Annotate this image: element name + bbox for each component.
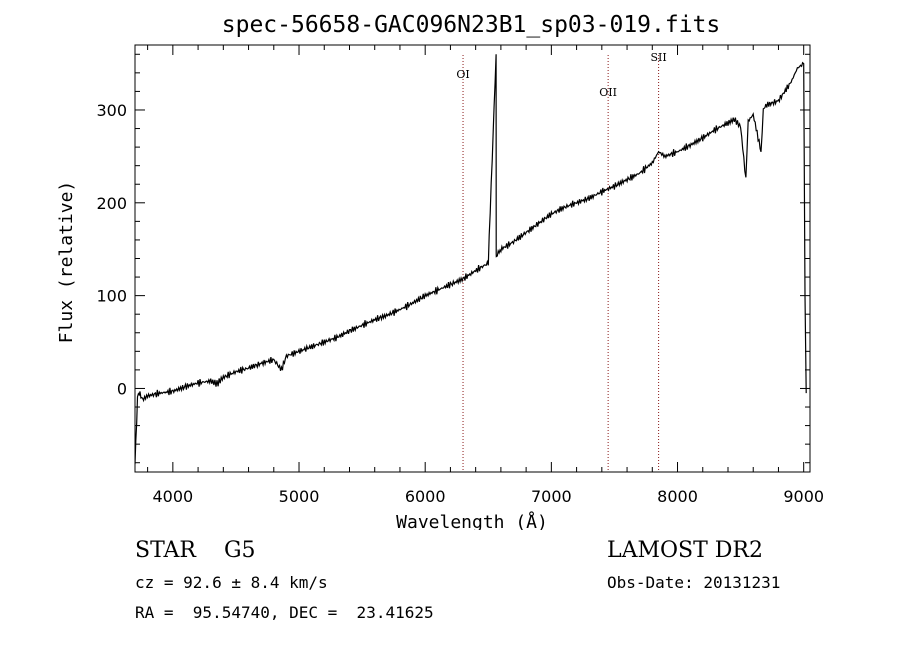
y-tick-label: 200 <box>96 194 127 213</box>
axis-ticks <box>135 45 810 472</box>
y-tick-label: 0 <box>117 379 127 398</box>
plot-frame <box>134 44 811 473</box>
line-label-oii: OII <box>599 86 617 99</box>
line-label-sii: SII <box>650 51 666 64</box>
x-tick-label: 6000 <box>405 487 446 506</box>
tick-labels: 4000 5000 6000 7000 8000 9000 0 100 200 300 <box>96 101 824 506</box>
x-tick-label: 7000 <box>531 487 572 506</box>
y-axis-label: Flux (relative) <box>56 181 77 344</box>
x-axis-label: Wavelength (Å) <box>396 511 548 530</box>
line-markers: OI OII SII <box>456 51 667 472</box>
series-group <box>135 54 807 465</box>
y-tick-label: 100 <box>96 287 127 306</box>
coordinates: RA = 95.54740, DEC = 23.41625 <box>135 603 434 622</box>
observation-date: Obs-Date: 20131231 <box>607 573 781 592</box>
line-label-oi: OI <box>456 68 469 81</box>
survey-name: LAMOST DR2 <box>607 538 763 563</box>
x-tick-label: 8000 <box>657 487 698 506</box>
redshift-velocity: cz = 92.6 ± 8.4 km/s <box>135 573 328 592</box>
x-tick-label: 4000 <box>152 487 193 506</box>
y-tick-label: 300 <box>96 101 127 120</box>
spectral-class: STAR G5 <box>135 538 256 563</box>
chart-title: spec-56658-GAC096N23B1_sp03-019.fits <box>222 12 721 38</box>
spectrum-line <box>135 54 807 465</box>
spectrum-chart: spec-56658-GAC096N23B1_sp03-019.fits OIO… <box>56 12 824 530</box>
x-tick-label: 9000 <box>783 487 824 506</box>
x-tick-label: 5000 <box>279 487 320 506</box>
